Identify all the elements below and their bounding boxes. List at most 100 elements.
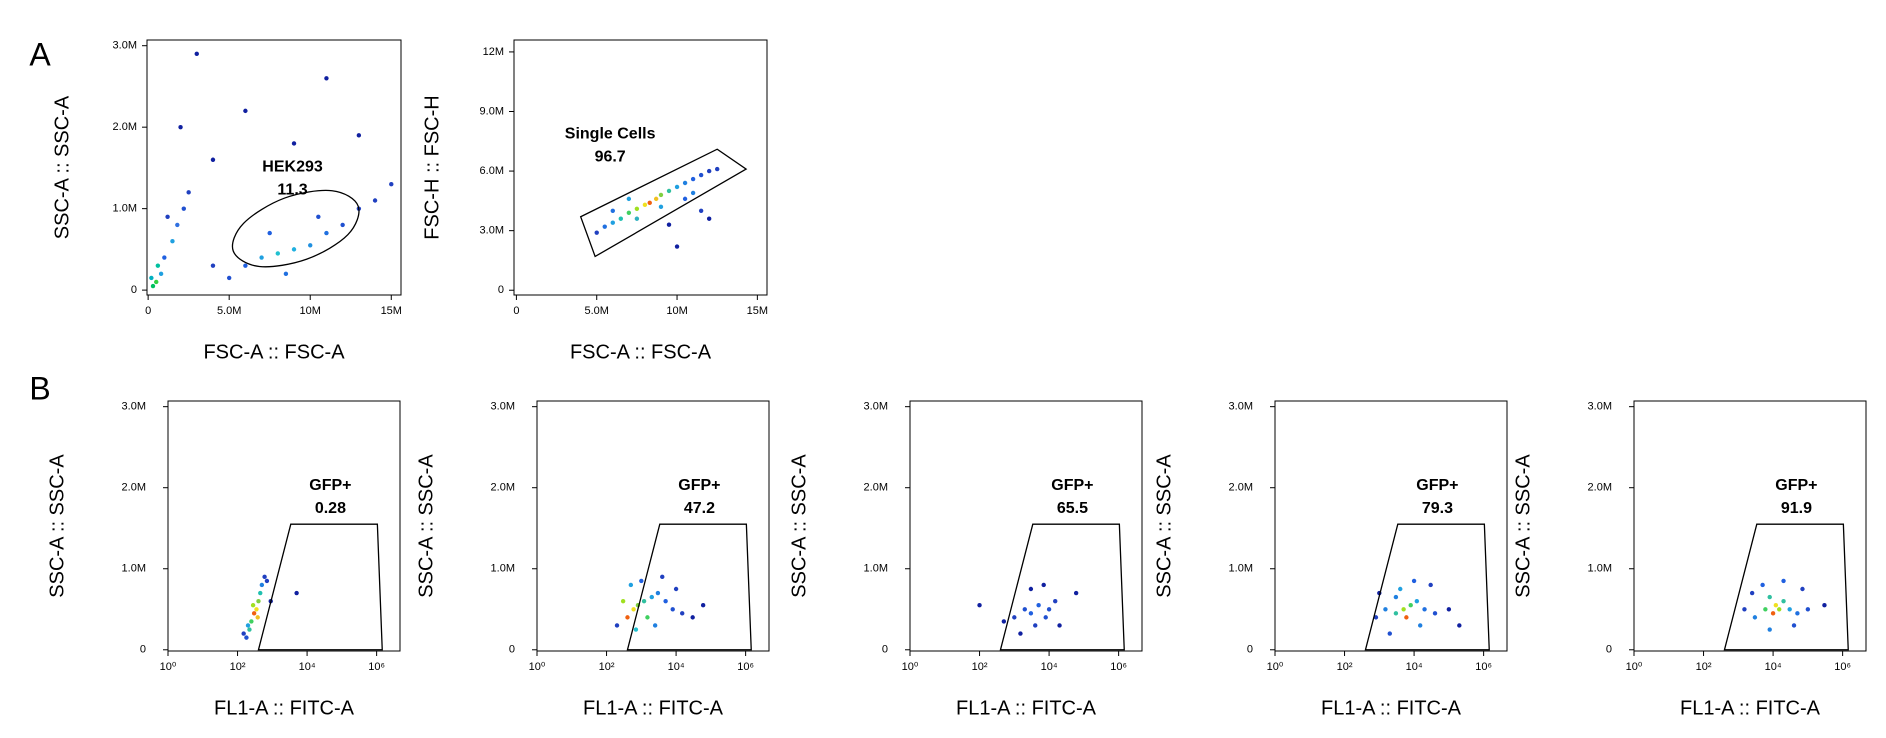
x-tick-label: 10⁶ <box>737 661 754 673</box>
event-point <box>291 247 297 252</box>
x-tick-label: 10² <box>599 661 615 673</box>
y-axis-label: SSC-A :: SSC-A <box>415 454 437 598</box>
event-point <box>155 263 161 268</box>
event-point <box>649 594 654 600</box>
y-axis-label: SSC-A :: SSC-A <box>46 454 68 598</box>
event-point <box>165 214 170 219</box>
event-point <box>674 184 680 190</box>
x-tick-label: 5.0M <box>217 305 241 317</box>
y-tick-label: 2.0M <box>122 482 146 494</box>
y-tick-label: 2.0M <box>113 121 137 133</box>
y-tick-label: 0 <box>140 644 146 656</box>
x-tick-label: 5.0M <box>584 305 608 317</box>
y-tick-label: 3.0M <box>1588 401 1612 413</box>
event-point <box>389 182 394 187</box>
y-tick-label: 12M <box>483 46 504 58</box>
event-point <box>1795 611 1800 616</box>
x-tick-label: 10⁴ <box>668 661 685 673</box>
y-tick-label: 0 <box>1247 644 1253 656</box>
event-point <box>652 623 658 628</box>
event-point <box>1767 627 1772 632</box>
event-point <box>628 582 634 588</box>
event-point <box>610 208 615 213</box>
x-tick-label: 15M <box>747 305 768 317</box>
x-axis-label: FL1-A :: FITC-A <box>214 697 355 719</box>
event-point <box>642 202 648 208</box>
y-axis-label: SSC-A :: SSC-A <box>1512 454 1534 598</box>
gate-value: 47.2 <box>684 500 715 517</box>
event-point <box>178 124 183 130</box>
event-point <box>1742 607 1747 612</box>
event-point <box>150 283 156 289</box>
y-tick-label: 0 <box>131 284 137 296</box>
event-point <box>614 623 620 628</box>
x-tick-label: 10⁰ <box>529 661 546 673</box>
y-tick-label: 1.0M <box>491 563 515 575</box>
event-point <box>340 222 345 228</box>
gate-name: GFP+ <box>1775 477 1817 494</box>
event-point <box>210 263 216 268</box>
gate-name: GFP+ <box>309 477 351 494</box>
event-point <box>620 598 626 604</box>
event-point <box>175 222 180 228</box>
x-axis-label: FL1-A :: FITC-A <box>1680 697 1821 719</box>
y-tick-label: 1.0M <box>122 563 146 575</box>
event-point <box>186 190 191 195</box>
event-point <box>158 271 164 277</box>
y-tick-label: 3.0M <box>480 225 504 237</box>
event-point <box>1393 594 1399 600</box>
y-tick-label: 3.0M <box>864 401 888 413</box>
gate <box>231 189 360 268</box>
x-tick-label: 10² <box>230 661 246 673</box>
event-point <box>181 206 186 211</box>
event-point <box>245 623 251 628</box>
event-point <box>251 611 257 616</box>
event-point <box>977 603 982 608</box>
event-point <box>680 611 685 616</box>
x-tick-label: 10⁶ <box>1834 661 1851 673</box>
gate <box>626 523 752 651</box>
x-tick-label: 10⁰ <box>160 661 177 673</box>
event-point <box>1393 611 1399 616</box>
event-point <box>1401 607 1406 612</box>
event-point <box>602 224 607 229</box>
event-point <box>154 279 159 285</box>
event-point <box>1033 623 1038 628</box>
event-point <box>1073 590 1079 596</box>
event-point <box>194 51 199 57</box>
x-tick-label: 10⁶ <box>368 661 385 673</box>
x-tick-label: 10⁴ <box>299 661 316 673</box>
event-point <box>1053 598 1058 604</box>
x-tick-label: 10⁴ <box>1041 661 1058 673</box>
y-tick-label: 1.0M <box>864 563 888 575</box>
event-point <box>1041 582 1046 588</box>
gate-name: GFP+ <box>1051 477 1093 494</box>
event-point <box>670 607 675 612</box>
event-point <box>258 590 263 596</box>
x-tick-label: 10M <box>666 305 687 317</box>
event-point <box>626 196 632 202</box>
event-point <box>666 188 672 194</box>
event-point <box>210 157 216 162</box>
event-point <box>1408 603 1413 608</box>
event-point <box>655 590 661 596</box>
event-point <box>594 230 599 235</box>
event-point <box>1781 578 1786 584</box>
y-tick-label: 9.0M <box>480 105 504 117</box>
gate-value: 96.7 <box>595 149 626 166</box>
event-point <box>1781 598 1786 604</box>
event-point <box>1822 603 1827 608</box>
event-point <box>625 615 630 620</box>
event-point <box>660 574 665 580</box>
event-point <box>1760 582 1765 588</box>
event-point <box>639 578 644 584</box>
event-point <box>690 176 696 182</box>
event-point <box>1022 607 1027 612</box>
y-tick-label: 0 <box>1606 644 1612 656</box>
gate <box>999 523 1125 651</box>
y-tick-label: 1.0M <box>1229 563 1253 575</box>
plot-frame <box>536 400 770 652</box>
event-point <box>1043 615 1048 620</box>
event-point <box>682 180 688 186</box>
